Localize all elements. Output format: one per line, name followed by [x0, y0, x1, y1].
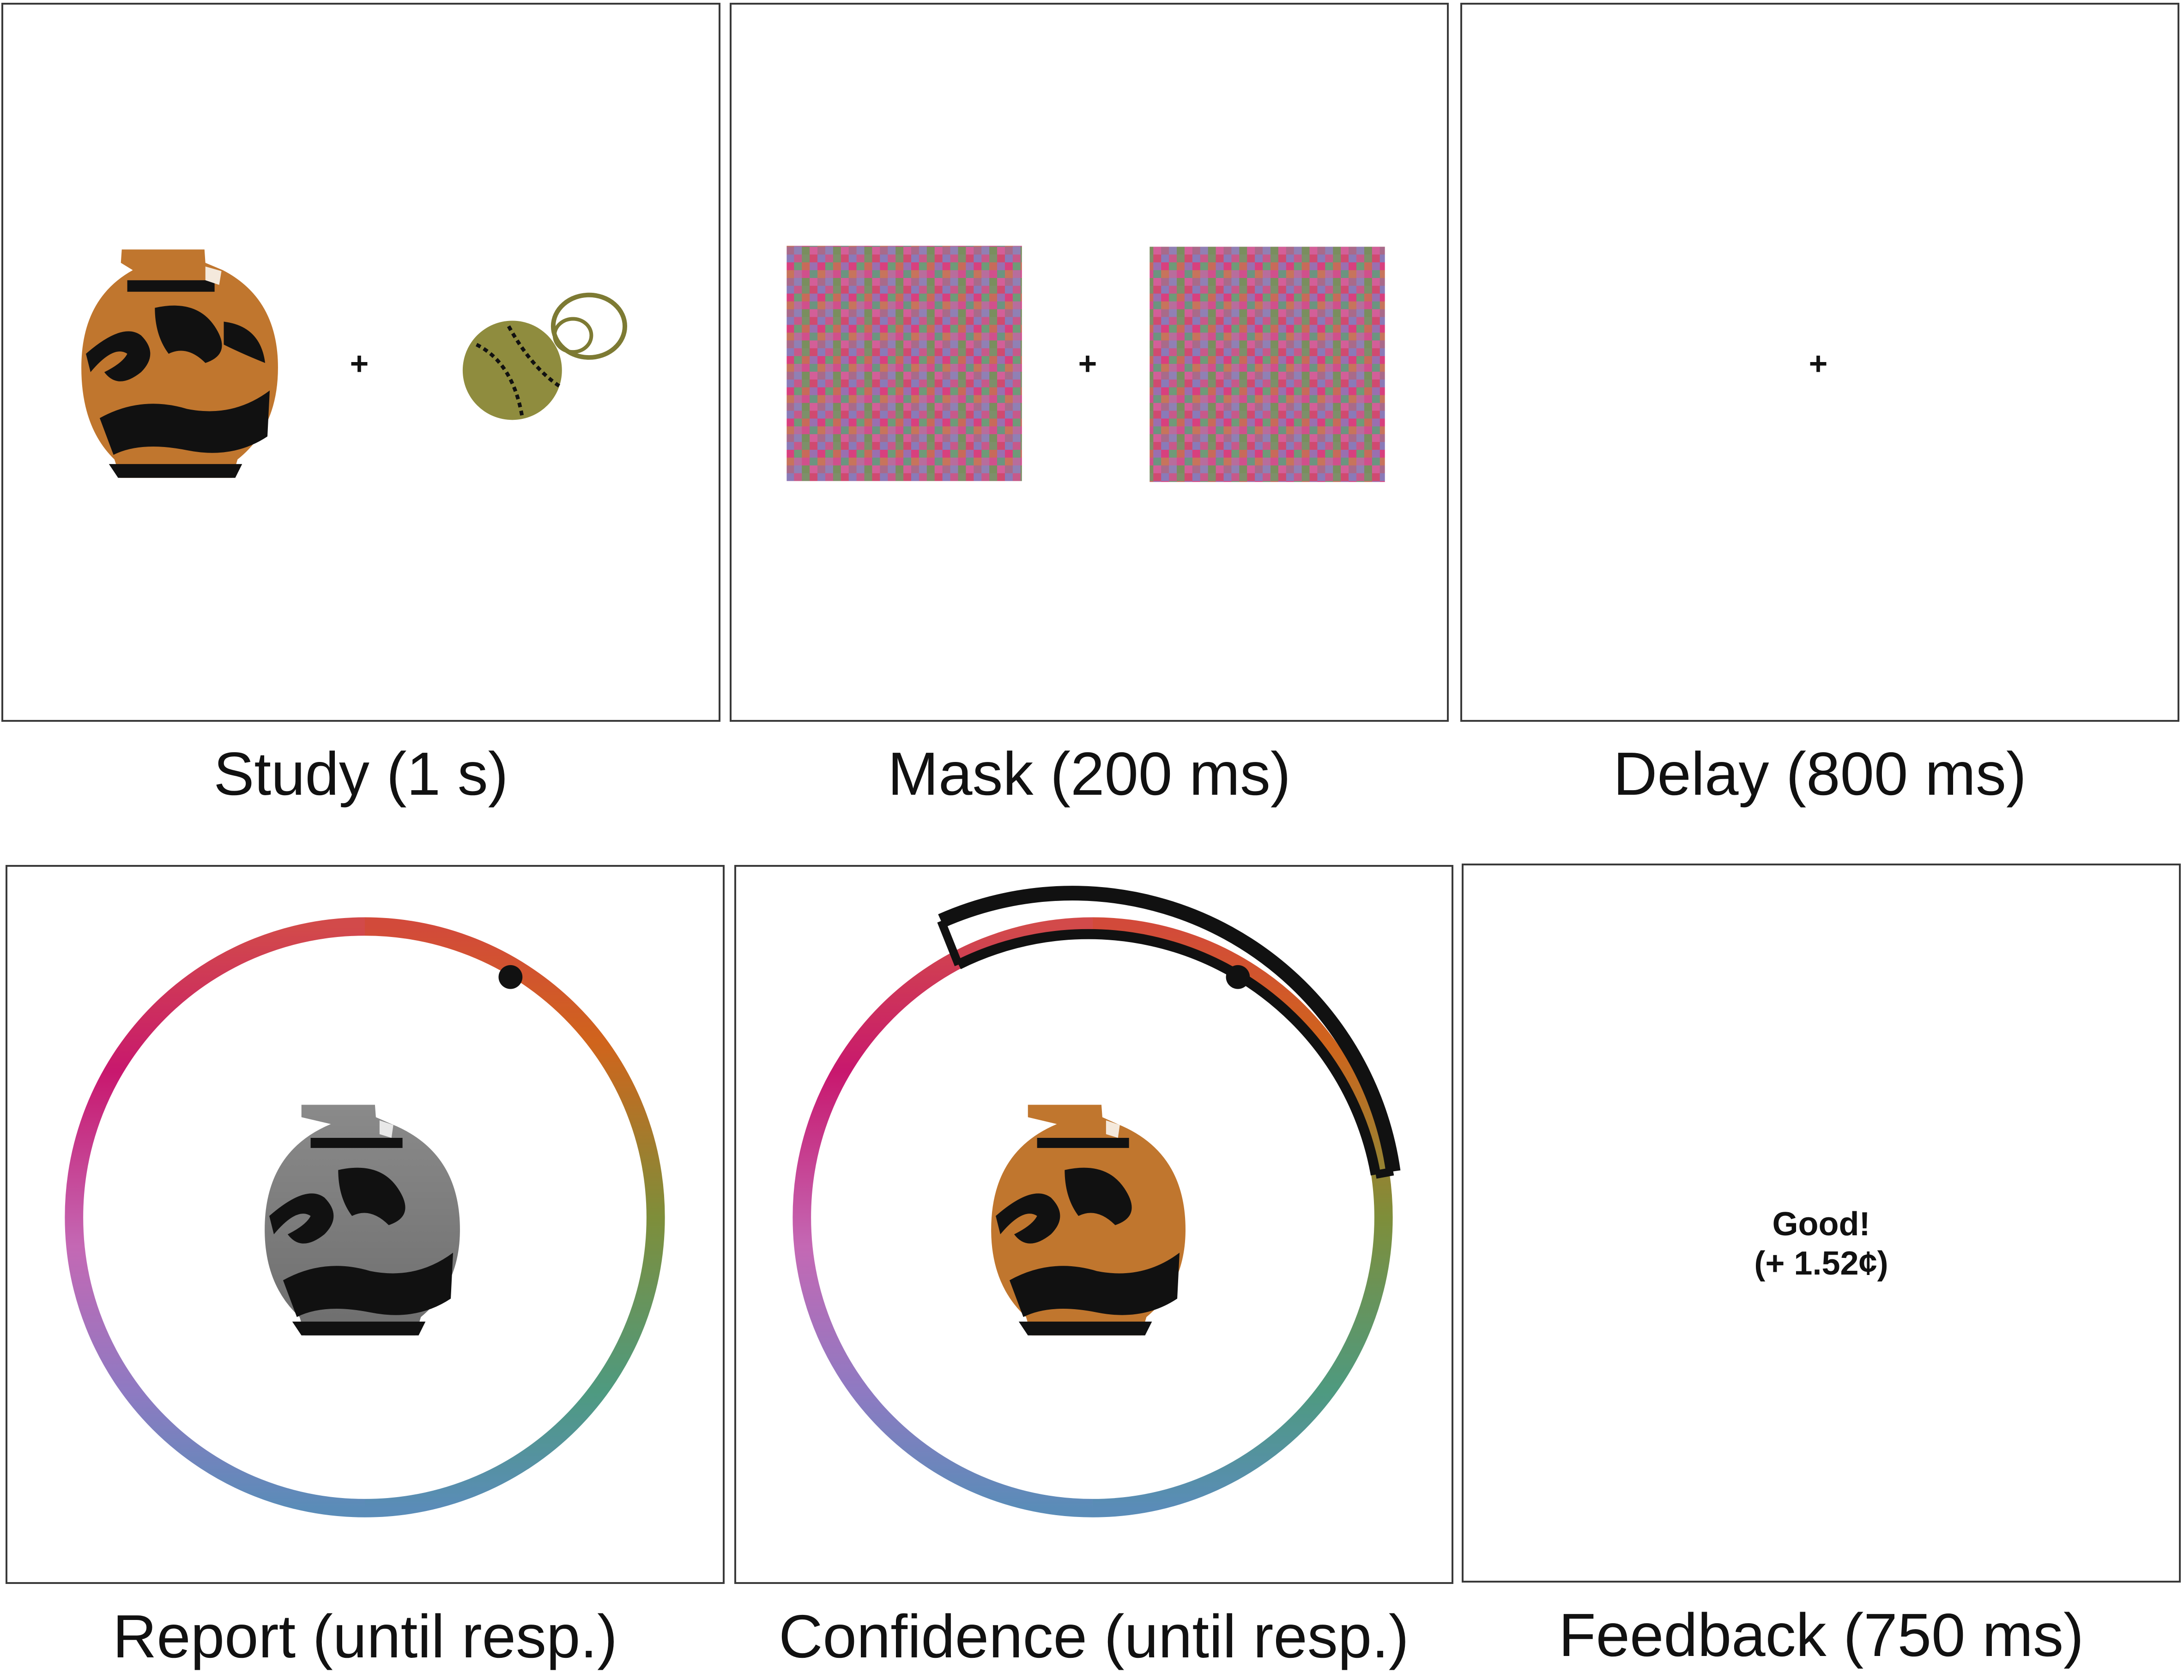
delay-panel: + [1460, 3, 2179, 722]
response-cursor [1226, 965, 1250, 989]
study-panel: + [1, 3, 720, 722]
fixation-cross: + [1078, 345, 1097, 381]
delay-caption: Delay (800 ms) [1613, 740, 2027, 808]
mask-stimulus: + [786, 246, 1385, 482]
feedback-caption: Feedback (750 ms) [1558, 1601, 2084, 1669]
baseball-keychain-image [462, 292, 628, 420]
gray-vase-image [265, 1105, 460, 1336]
feedback-line-good: Good! [1772, 1206, 1870, 1243]
mask-panel: + [730, 3, 1449, 722]
confidence-caption: Confidence (until resp.) [779, 1602, 1409, 1670]
delay-stimulus: + [1809, 345, 1828, 381]
confidence-panel [734, 865, 1453, 1584]
response-cursor[interactable] [498, 965, 523, 989]
confidence-stimulus [793, 886, 1401, 1517]
fixation-cross: + [350, 345, 369, 381]
study-stimulus: + [81, 249, 628, 478]
feedback-panel: Good! (+ 1.52¢) [1462, 864, 2181, 1583]
color-wheel [793, 917, 1393, 1517]
color-wheel[interactable] [65, 917, 665, 1517]
confidence-arc[interactable] [937, 886, 1401, 1179]
report-stimulus [65, 917, 665, 1517]
feedback-line-reward: (+ 1.52¢) [1754, 1245, 1888, 1282]
mask-caption: Mask (200 ms) [888, 740, 1291, 808]
orange-vase-image [991, 1105, 1186, 1336]
vase-image [81, 249, 278, 478]
report-panel [6, 865, 725, 1584]
fixation-cross: + [1809, 345, 1828, 381]
report-caption: Report (until resp.) [112, 1602, 618, 1670]
noise-mask-left [786, 246, 1022, 481]
study-caption: Study (1 s) [213, 740, 508, 808]
noise-mask-right [1149, 247, 1385, 482]
feedback-message: Good! (+ 1.52¢) [1464, 1205, 2179, 1283]
